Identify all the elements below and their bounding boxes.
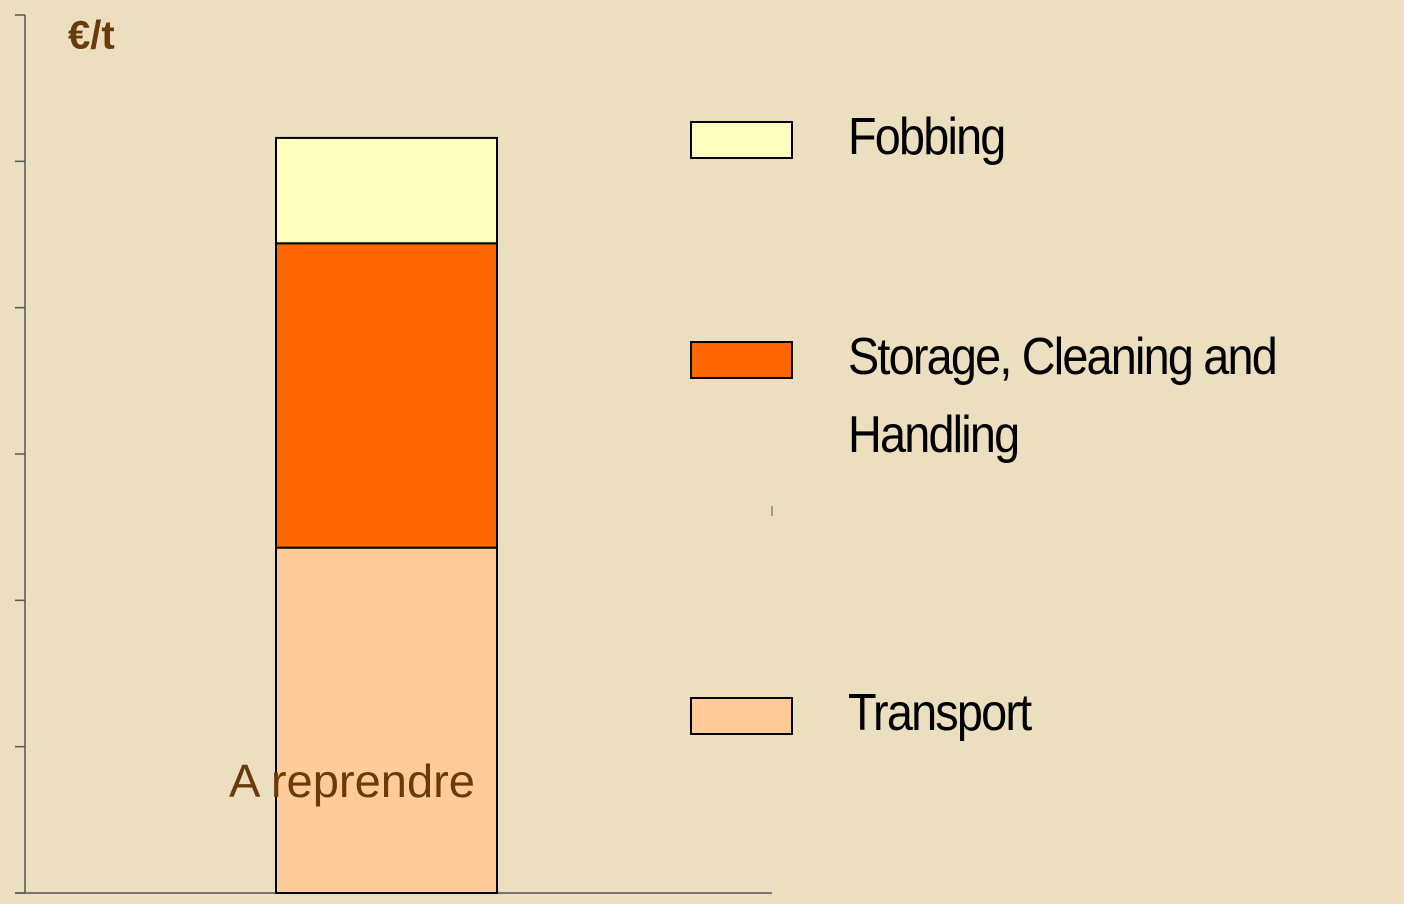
legend-label: Transport xyxy=(848,684,1032,742)
bar-segment xyxy=(275,136,498,245)
bar-segment xyxy=(275,546,498,894)
legend-swatch xyxy=(690,121,793,159)
y-axis-label: €/t xyxy=(68,14,115,58)
legend-swatch xyxy=(690,697,793,735)
bar-segment xyxy=(275,242,498,549)
legend-label: Fobbing xyxy=(848,108,1006,166)
annotation: A reprendre xyxy=(229,755,475,807)
legend-label: Storage, Cleaning and Handling xyxy=(848,328,1278,464)
legend-swatch xyxy=(690,341,793,379)
